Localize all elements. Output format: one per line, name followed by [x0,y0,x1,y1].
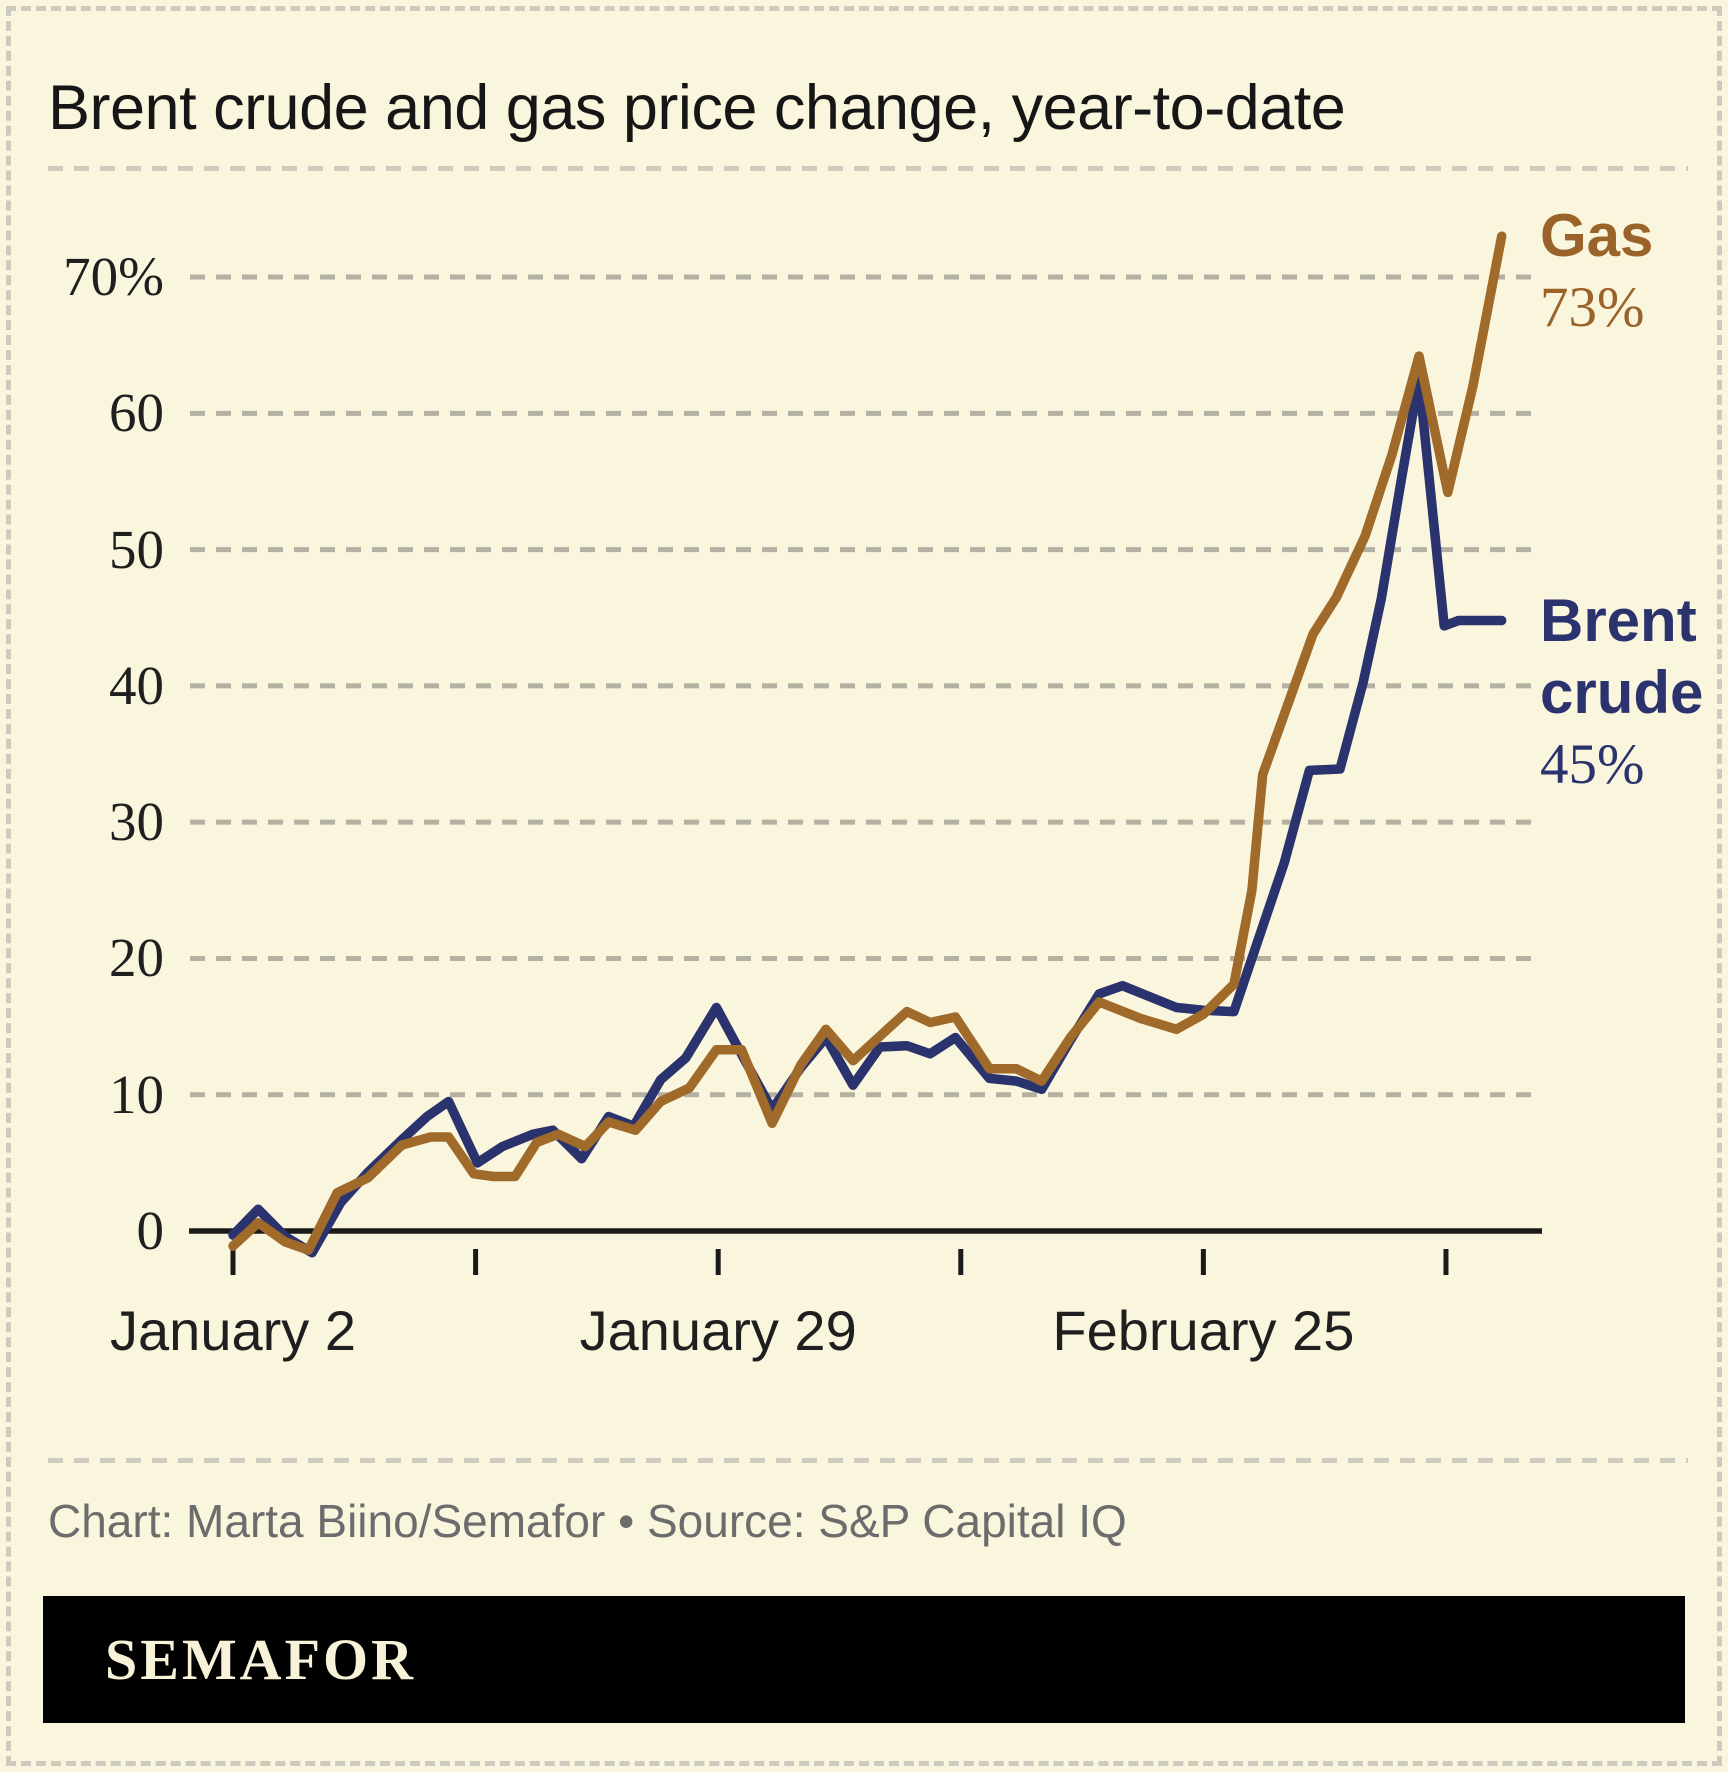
gas-series-name: Gas [1540,202,1654,269]
chart-title: Brent crude and gas price change, year-t… [48,73,1346,144]
gas-series-label: Gas 73% [1540,200,1653,344]
credit-separator [48,1458,1688,1463]
y-tick-label-0: 0 [136,1200,165,1261]
y-tick-label-60: 60 [109,382,164,444]
semafor-logo-bar: SEMAFOR [43,1596,1685,1723]
y-tick-label-20: 20 [109,927,164,989]
series-line-gas [228,231,1507,1255]
brent-series-label: Brent crude 45% [1540,585,1703,801]
y-tick-label-50: 50 [109,518,164,580]
y-tick-label-70: 70% [63,246,164,308]
top-separator [48,166,1688,171]
x-tick-label-january-2: January 2 [110,1299,356,1362]
y-tick-label-10: 10 [109,1063,164,1125]
y-tick-label-30: 30 [109,791,164,853]
brent-series-value: 45% [1540,733,1645,796]
brent-series-name-line1: Brent [1540,587,1697,654]
x-tick-label-january-29: January 29 [579,1299,857,1362]
x-tick-label-february-25: February 25 [1052,1299,1355,1362]
brent-series-name-line2: crude [1540,659,1704,726]
series-line-brent-crude [228,373,1507,1258]
credit-line: Chart: Marta Biino/Semafor • Source: S&P… [48,1495,1127,1547]
semafor-logo: SEMAFOR [105,1627,416,1692]
y-tick-label-40: 40 [109,654,164,716]
gas-series-value: 73% [1540,276,1645,339]
